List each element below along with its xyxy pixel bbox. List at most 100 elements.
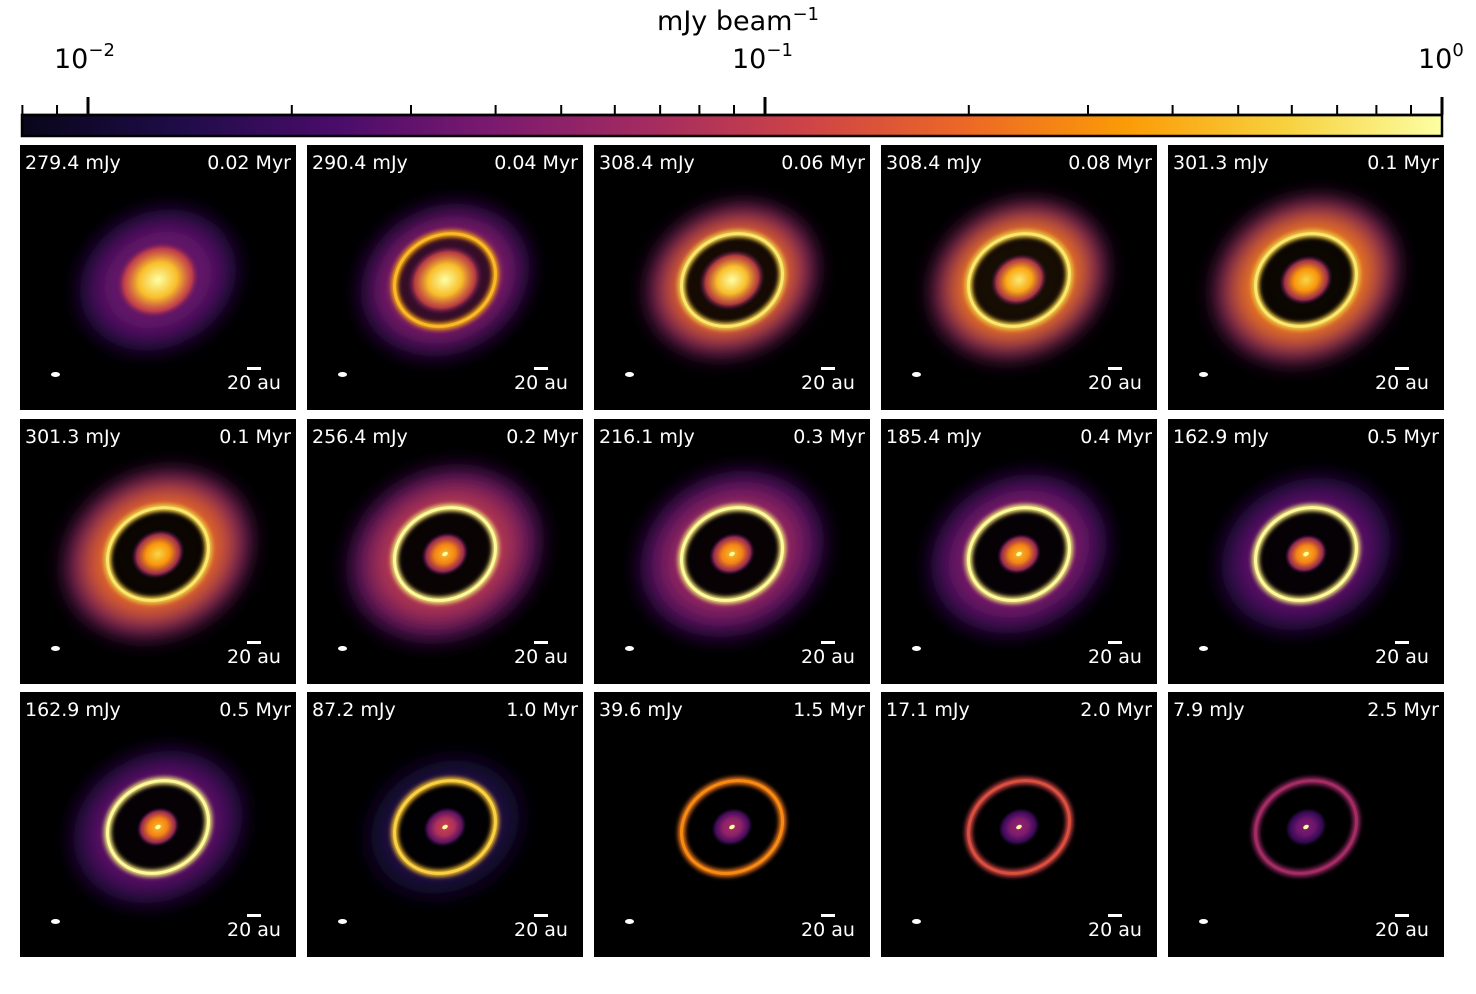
disk-image	[965, 777, 1073, 877]
age-label: 2.0 Myr	[1080, 699, 1152, 721]
age-label: 0.02 Myr	[207, 152, 291, 174]
scale-bar-label: 20 au	[1375, 646, 1429, 668]
scale-bar	[1395, 367, 1409, 370]
disk-panel: 87.2 mJy 1.0 Myr 20 au	[307, 692, 583, 957]
scale-bar-label: 20 au	[801, 646, 855, 668]
disk-image	[361, 751, 529, 903]
disk-center-point	[155, 824, 161, 830]
colorbar-tick-label-2: 10−1	[732, 40, 793, 75]
disk-center-point	[1303, 551, 1309, 557]
disk-center-point	[1303, 824, 1309, 830]
age-label: 0.2 Myr	[506, 426, 578, 448]
flux-label: 301.3 mJy	[25, 426, 121, 448]
scale-bar-label: 20 au	[1088, 919, 1142, 941]
disk-image	[678, 777, 786, 877]
disk-center-point	[1016, 824, 1022, 830]
age-label: 2.5 Myr	[1367, 699, 1439, 721]
colorbar-tick-label-1: 10−2	[54, 40, 115, 75]
disk-panel: 308.4 mJy 0.08 Myr 20 au	[881, 145, 1157, 410]
beam-ellipse	[625, 919, 634, 924]
scale-bar	[247, 914, 261, 917]
age-label: 0.08 Myr	[1068, 152, 1152, 174]
disk-image	[339, 458, 551, 650]
disk-core	[115, 240, 201, 320]
colorbar	[20, 97, 1444, 138]
age-label: 0.04 Myr	[494, 152, 578, 174]
disk-center-point	[442, 824, 448, 830]
beam-ellipse	[1199, 372, 1208, 377]
scale-bar-label: 20 au	[1088, 646, 1142, 668]
disk-panel: 162.9 mJy 0.5 Myr 20 au	[20, 692, 296, 957]
age-label: 1.0 Myr	[506, 699, 578, 721]
disk-panel: 185.4 mJy 0.4 Myr 20 au	[881, 419, 1157, 684]
disk-panel: 17.1 mJy 2.0 Myr 20 au	[881, 692, 1157, 957]
beam-ellipse	[51, 919, 60, 924]
age-label: 0.5 Myr	[1367, 426, 1439, 448]
colorbar-tick-label-3: 100	[1418, 40, 1464, 75]
beam-ellipse	[912, 919, 921, 924]
disk-image	[1252, 777, 1360, 877]
flux-label: 279.4 mJy	[25, 152, 121, 174]
beam-ellipse	[1199, 919, 1208, 924]
disk-center-point	[729, 824, 735, 830]
disk-core	[131, 529, 185, 579]
scale-bar-label: 20 au	[514, 919, 568, 941]
beam-ellipse	[51, 646, 60, 651]
disk-center-point	[1016, 551, 1022, 557]
scale-bar-label: 20 au	[1088, 372, 1142, 394]
beam-ellipse	[338, 372, 347, 377]
flux-label: 162.9 mJy	[1173, 426, 1269, 448]
scale-bar	[534, 641, 548, 644]
beam-ellipse	[51, 372, 60, 377]
disk-panel: 7.9 mJy 2.5 Myr 20 au	[1168, 692, 1444, 957]
colorbar-title: mJy beam−1	[657, 4, 819, 37]
beam-ellipse	[338, 919, 347, 924]
flux-label: 87.2 mJy	[312, 699, 396, 721]
scale-bar	[534, 914, 548, 917]
flux-label: 17.1 mJy	[886, 699, 970, 721]
disk-center-point	[729, 551, 735, 557]
disk-core	[990, 253, 1048, 307]
disk-image	[639, 196, 825, 364]
age-label: 0.5 Myr	[219, 699, 291, 721]
disk-core	[407, 245, 483, 315]
scale-bar	[821, 367, 835, 370]
disk-center-point	[442, 551, 448, 557]
flux-label: 7.9 mJy	[1173, 699, 1245, 721]
flux-label: 308.4 mJy	[599, 152, 695, 174]
disk-image	[1212, 469, 1400, 639]
disk-image	[71, 201, 245, 359]
scale-bar-label: 20 au	[514, 646, 568, 668]
age-label: 0.06 Myr	[781, 152, 865, 174]
disk-panel: 290.4 mJy 0.04 Myr 20 au	[307, 145, 583, 410]
disk-panel: 162.9 mJy 0.5 Myr 20 au	[1168, 419, 1444, 684]
flux-label: 308.4 mJy	[886, 152, 982, 174]
scale-bar	[1108, 367, 1122, 370]
disk-panel: 216.1 mJy 0.3 Myr 20 au	[594, 419, 870, 684]
age-label: 0.3 Myr	[793, 426, 865, 448]
beam-ellipse	[625, 372, 634, 377]
disk-core	[698, 249, 766, 311]
disk-image	[64, 742, 252, 912]
scale-bar	[821, 914, 835, 917]
scale-bar-label: 20 au	[227, 646, 281, 668]
beam-ellipse	[625, 646, 634, 651]
scale-bar-label: 20 au	[227, 372, 281, 394]
age-label: 0.1 Myr	[219, 426, 291, 448]
disk-panel: 279.4 mJy 0.02 Myr 20 au	[20, 145, 296, 410]
disk-panel: 308.4 mJy 0.06 Myr 20 au	[594, 145, 870, 410]
disk-panel: 39.6 mJy 1.5 Myr 20 au	[594, 692, 870, 957]
scale-bar-label: 20 au	[514, 372, 568, 394]
beam-ellipse	[912, 646, 921, 651]
flux-label: 162.9 mJy	[25, 699, 121, 721]
disk-panel: 301.3 mJy 0.1 Myr 20 au	[1168, 145, 1444, 410]
flux-label: 301.3 mJy	[1173, 152, 1269, 174]
disk-image	[1205, 188, 1407, 372]
scale-bar	[1395, 914, 1409, 917]
scale-bar	[247, 641, 261, 644]
scale-bar-label: 20 au	[1375, 919, 1429, 941]
disk-image	[923, 193, 1115, 367]
age-label: 1.5 Myr	[793, 699, 865, 721]
scale-bar	[1108, 914, 1122, 917]
